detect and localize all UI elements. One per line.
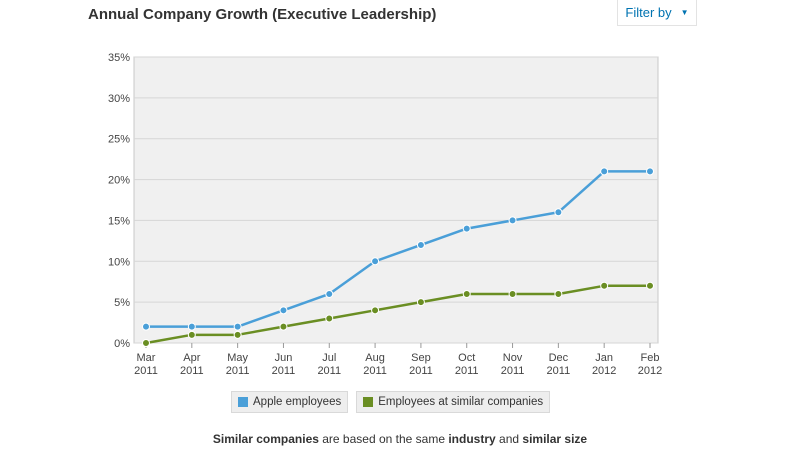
data-point-similar xyxy=(279,322,288,331)
data-point-similar xyxy=(233,330,242,339)
caret-down-icon: ▼ xyxy=(680,8,689,17)
data-point-similar xyxy=(416,298,425,307)
footnote-similar-size: similar size xyxy=(522,432,588,446)
x-tick-label: Aug 2011 xyxy=(363,352,387,377)
data-point-apple xyxy=(554,208,563,217)
series-line-similar xyxy=(145,284,650,345)
legend-item-apple[interactable]: Apple employees xyxy=(231,391,349,413)
plot-area xyxy=(133,56,659,344)
data-point-apple xyxy=(233,322,242,331)
footnote-text-1: are based on the same xyxy=(318,432,449,446)
y-tick-label: 5% xyxy=(114,297,130,309)
x-tick-label: Jan 2012 xyxy=(592,352,616,377)
x-tick-label: Apr 2011 xyxy=(180,352,204,377)
data-point-similar xyxy=(142,339,150,347)
data-point-similar xyxy=(462,289,471,298)
x-tick-label: Feb 2012 xyxy=(638,352,662,377)
data-point-apple xyxy=(279,306,288,315)
x-tick-label: May 2011 xyxy=(226,352,250,377)
footnote-text-2: and xyxy=(495,432,523,446)
data-point-similar xyxy=(508,289,517,298)
y-tick-label: 0% xyxy=(114,338,130,350)
legend-swatch-similar xyxy=(363,397,374,407)
y-tick-label: 20% xyxy=(108,175,130,187)
line-chart: 0% 5% 10% 15% 20% 25% 30% 35% Mar 2011 Apr 2011 May 2… xyxy=(108,52,662,377)
data-point-similar xyxy=(600,281,609,290)
legend-swatch-apple xyxy=(238,397,248,407)
chart-title: Annual Company Growth (Executive Leaders… xyxy=(88,6,437,23)
data-point-similar xyxy=(371,306,380,315)
data-point-similar xyxy=(325,314,334,323)
data-point-apple xyxy=(325,289,334,298)
filter-by-button[interactable]: Filter by ▼ xyxy=(617,0,697,26)
data-point-similar xyxy=(554,289,563,298)
x-tick-label: Mar 2011 xyxy=(134,352,158,377)
data-point-apple xyxy=(600,167,609,176)
data-point-similar xyxy=(646,281,654,290)
x-tick-label: Nov 2011 xyxy=(501,352,525,377)
legend-label-apple: Apple employees xyxy=(253,396,342,408)
legend-label-similar: Employees at similar companies xyxy=(378,396,544,408)
y-tick-label: 10% xyxy=(108,256,130,268)
data-point-apple xyxy=(416,240,425,249)
x-tick-label: Jun 2011 xyxy=(272,352,296,377)
filter-by-label: Filter by xyxy=(625,5,672,20)
data-point-apple xyxy=(646,167,654,176)
y-tick-label: 30% xyxy=(108,93,130,105)
x-tick-label: Jul 2011 xyxy=(317,352,341,377)
data-point-apple xyxy=(462,224,471,233)
data-point-apple xyxy=(371,257,380,266)
data-point-apple xyxy=(508,216,517,225)
data-point-apple xyxy=(187,322,196,331)
footnote-similar-companies: Similar companies xyxy=(212,432,319,446)
y-tick-label: 25% xyxy=(108,134,130,146)
x-tick-label: Dec 2011 xyxy=(547,352,571,377)
series-line-apple xyxy=(146,170,650,328)
y-tick-label: 15% xyxy=(108,215,130,227)
chart-legend: Apple employees Employees at similar com… xyxy=(231,391,551,413)
x-tick-label: Sep 2011 xyxy=(409,352,433,377)
footnote-industry: industry xyxy=(448,432,496,446)
data-point-similar xyxy=(187,330,196,339)
x-tick-label: Oct 2011 xyxy=(455,352,479,377)
y-tick-label: 35% xyxy=(108,52,130,64)
data-point-apple xyxy=(142,322,150,331)
footnote: Similar companies are based on the same … xyxy=(0,432,800,446)
legend-item-similar[interactable]: Employees at similar companies xyxy=(356,391,551,413)
